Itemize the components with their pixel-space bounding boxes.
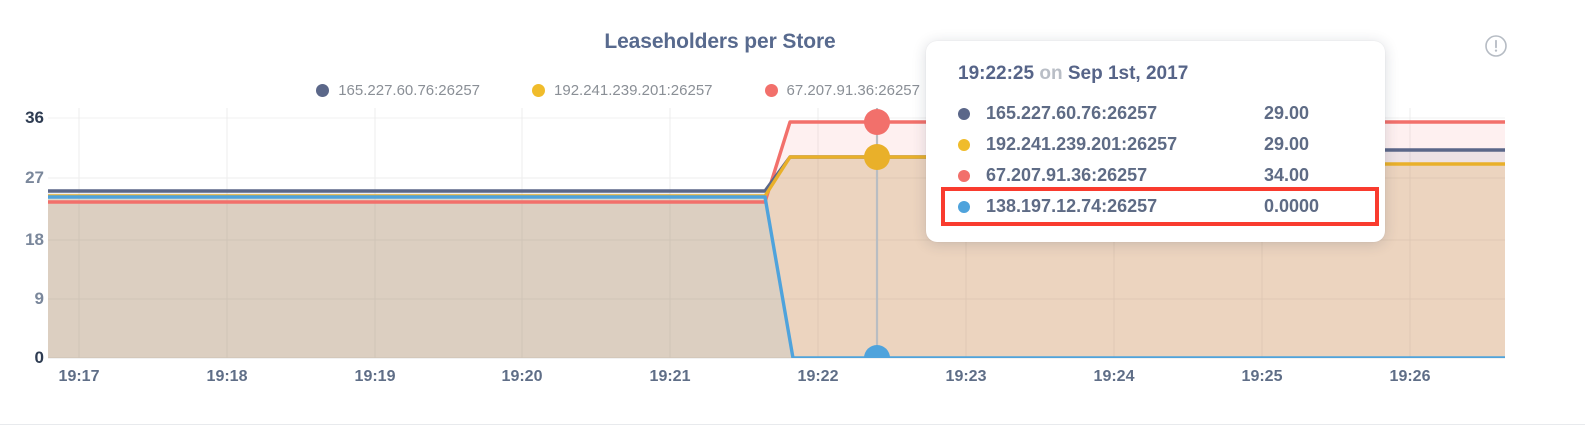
- series-area-138-197-12-74: [48, 197, 1505, 358]
- x-axis-tick: 19:18: [206, 368, 248, 385]
- y-axis-tick: 36: [25, 108, 44, 127]
- x-axis-tick: 19:23: [945, 368, 987, 385]
- y-axis-tick: 18: [25, 230, 44, 249]
- tooltip-timestamp: 19:22:25 on Sep 1st, 2017: [958, 63, 1359, 85]
- hover-marker-67-207-91-36: [864, 109, 890, 135]
- tooltip-series-value: 29.00: [1264, 134, 1310, 154]
- y-axis-tick: 0: [34, 348, 44, 367]
- y-axis-tick: 27: [25, 168, 44, 187]
- tooltip-series-value: 34.00: [1264, 165, 1310, 185]
- legend-color-swatch: [316, 84, 330, 97]
- tooltip-row: 165.227.60.76:26257 29.00: [958, 98, 1359, 129]
- legend-item[interactable]: 192.241.239.201:26257: [532, 82, 713, 99]
- tooltip-series-value: 0.0000: [1264, 196, 1320, 216]
- tooltip-time: 19:22:25: [958, 63, 1035, 84]
- series-line-138-197-12-74: [48, 195, 1505, 358]
- x-axis-tick: 19:26: [1389, 368, 1431, 385]
- x-axis-tick: 19:21: [649, 368, 691, 385]
- tooltip-series-label: 138.197.12.74:26257: [986, 196, 1158, 216]
- tooltip-color-swatch: [958, 138, 970, 151]
- tooltip-series-label: 67.207.91.36:26257: [986, 165, 1148, 185]
- x-axis-tick: 19:17: [58, 368, 100, 385]
- tooltip-color-swatch: [958, 107, 970, 120]
- page-title: Leaseholders per Store: [604, 30, 836, 53]
- legend-color-swatch: [532, 84, 546, 97]
- hover-marker-192-241-239-201: [864, 144, 890, 170]
- chart-tooltip: 19:22:25 on Sep 1st, 2017 165.227.60.76:…: [926, 41, 1385, 242]
- legend-item[interactable]: 165.227.60.76:26257: [316, 82, 480, 99]
- legend-color-swatch: [764, 84, 778, 97]
- tooltip-color-swatch: [958, 169, 970, 182]
- tooltip-row-highlighted: 138.197.12.74:26257 0.0000: [941, 187, 1379, 226]
- x-axis-tick: 19:19: [354, 368, 396, 385]
- x-axis-tick: 19:22: [797, 368, 839, 385]
- tooltip-row: 67.207.91.36:26257 34.00: [958, 160, 1359, 191]
- exclamation-circle-icon[interactable]: [1484, 34, 1508, 58]
- x-axis-tick: 19:20: [501, 368, 543, 385]
- tooltip-series-value: 29.00: [1264, 103, 1310, 123]
- hover-marker-138-197-12-74: [864, 345, 890, 358]
- panel-divider: [0, 424, 1585, 425]
- x-axis-tick: 19:25: [1241, 368, 1283, 385]
- tooltip-series-label: 165.227.60.76:26257: [986, 103, 1158, 123]
- tooltip-series-label: 192.241.239.201:26257: [986, 134, 1178, 154]
- y-axis-tick: 9: [34, 289, 44, 308]
- legend-item-label: 165.227.60.76:26257: [338, 82, 481, 99]
- tooltip-date: Sep 1st, 2017: [1067, 63, 1189, 84]
- tooltip-on-word: on: [1039, 63, 1063, 84]
- tooltip-row: 192.241.239.201:26257 29.00: [958, 129, 1359, 160]
- legend-item[interactable]: 67.207.91.36:26257: [764, 82, 920, 99]
- tooltip-color-swatch: [958, 200, 970, 213]
- x-axis-tick: 19:24: [1093, 368, 1135, 385]
- legend-item-label: 192.241.239.201:26257: [554, 82, 713, 99]
- legend-item-label: 67.207.91.36:26257: [786, 82, 920, 99]
